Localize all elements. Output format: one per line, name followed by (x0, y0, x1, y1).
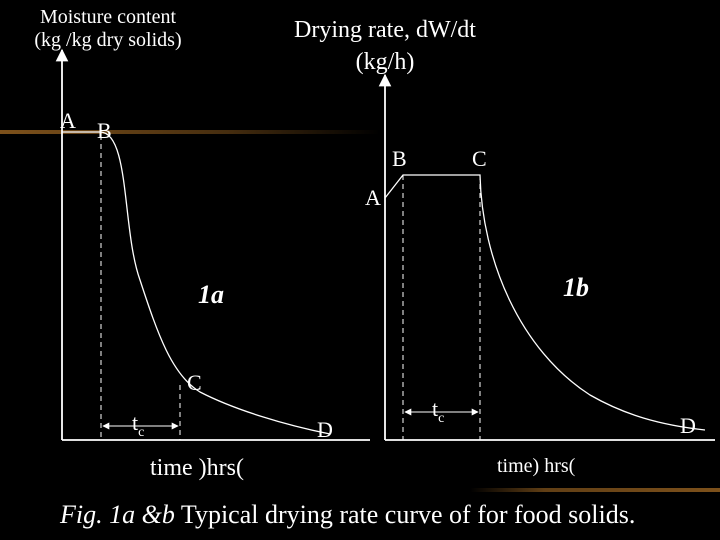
left-point-d: D (317, 417, 333, 442)
right-point-b: B (392, 146, 407, 171)
decor-band-top (0, 130, 380, 134)
right-x-axis-label: time) hrs( (497, 455, 576, 477)
left-y-axis-label-line1: Moisture content (39, 6, 177, 28)
right-tc-main: t (432, 396, 439, 421)
right-y-axis-label-line2: (kg/h) (355, 49, 415, 75)
right-y-axis-label: Drying rate, dW/dt (kg/h) (270, 14, 500, 78)
left-y-axis-label-line2: (kg /kg dry solids) (34, 29, 182, 51)
moisture-curve-1a (62, 131, 331, 435)
right-point-a: A (365, 185, 381, 210)
right-point-d: D (680, 413, 696, 438)
curve-label-1a: 1a (198, 280, 224, 309)
curve-label-1b: 1b (563, 273, 589, 302)
figure-caption: Fig. 1a &b Typical drying rate curve of … (60, 500, 635, 530)
left-point-c: C (187, 370, 202, 395)
right-y-axis-label-line1: Drying rate, dW/dt (294, 17, 476, 43)
right-point-c: C (472, 146, 487, 171)
drying-rate-curve-1b (384, 174, 706, 431)
right-tc-sub: c (438, 411, 445, 426)
right-tc-label: tc (432, 396, 444, 427)
left-point-b: B (97, 118, 112, 143)
left-tc-main: t (132, 410, 139, 435)
left-x-axis-label: time )hrs( (150, 455, 244, 481)
left-tc-sub: c (138, 425, 145, 440)
caption-figure-ref: Fig. 1a &b (60, 500, 175, 529)
caption-text: Typical drying rate curve of for food so… (174, 500, 636, 529)
decor-band-bottom (470, 488, 720, 492)
left-point-a: A (60, 108, 76, 133)
left-tc-label: tc (132, 410, 144, 441)
left-y-axis-label: Moisture content (kg /kg dry solids) (8, 6, 208, 52)
